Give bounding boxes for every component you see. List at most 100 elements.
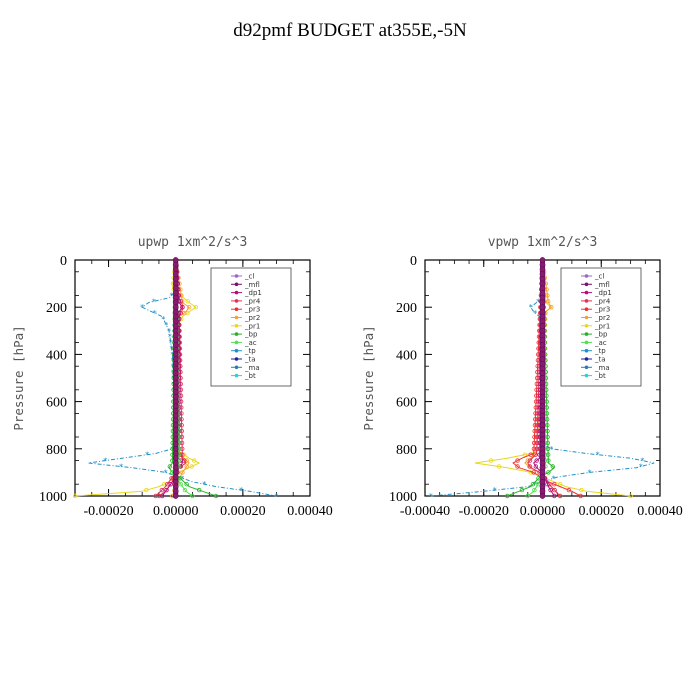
- data-point: [545, 423, 550, 428]
- data-point: [189, 464, 194, 469]
- legend-marker: [584, 332, 589, 336]
- legend-marker: [234, 373, 239, 378]
- data-point: [72, 493, 78, 499]
- x-tick-label: 0.00040: [637, 504, 683, 519]
- x-tick-label: 0.00020: [579, 504, 625, 519]
- data-point: *: [493, 486, 497, 495]
- x-tick-label: -0.00040: [400, 504, 450, 519]
- y-tick-label: 800: [396, 443, 417, 458]
- legend-label: _ma: [594, 364, 610, 372]
- data-point: [172, 464, 179, 471]
- legend-label: _ma: [244, 364, 260, 372]
- data-point: [172, 417, 179, 424]
- data-point: [534, 434, 540, 440]
- data-point: [539, 488, 546, 495]
- legend-label: _pr2: [244, 314, 260, 322]
- data-point: [535, 417, 540, 422]
- data-point: [172, 337, 179, 344]
- legend-box: [210, 267, 292, 387]
- data-point: [505, 493, 510, 499]
- data-point: [172, 427, 179, 433]
- data-point: [213, 493, 219, 499]
- data-point: [186, 305, 192, 310]
- data-point: *: [202, 480, 206, 489]
- data-point: [539, 294, 546, 301]
- data-point: *: [549, 445, 553, 454]
- data-point: *: [164, 321, 168, 330]
- series-line: [88, 260, 277, 497]
- legend: _cl_mfl_dp1_pr4_pr3_pr2_pr1_bp_ac_tp_ta_…: [560, 267, 642, 387]
- data-point: [539, 403, 546, 410]
- data-point: [578, 493, 583, 499]
- data-point: [496, 464, 502, 469]
- data-point: [533, 464, 539, 469]
- data-point: [172, 455, 179, 462]
- data-point: [557, 482, 563, 487]
- legend-label: _pr3: [594, 306, 610, 314]
- data-point: [172, 408, 179, 414]
- legend-label: _dp1: [594, 289, 612, 297]
- data-point: *: [161, 315, 165, 324]
- legend-marker: [234, 307, 239, 312]
- data-point: [539, 427, 546, 433]
- legend-label: _ta: [244, 356, 256, 364]
- legend-marker: [234, 340, 239, 345]
- data-point: [546, 299, 551, 304]
- series-line: [512, 259, 581, 497]
- y-tick-label: 0: [410, 254, 417, 269]
- data-point: [539, 464, 546, 471]
- data-point: [172, 356, 179, 362]
- data-point: *: [170, 345, 174, 354]
- data-point: [539, 379, 546, 386]
- data-point: [172, 450, 179, 457]
- data-point: [172, 412, 179, 419]
- data-point: [182, 487, 188, 493]
- data-point: [539, 318, 546, 325]
- data-point: [172, 290, 179, 296]
- data-point: [172, 294, 179, 301]
- data-point: [548, 487, 553, 493]
- legend-label: _pr2: [594, 314, 610, 322]
- x-tick-label: -0.00020: [83, 504, 133, 519]
- data-point: [552, 493, 557, 499]
- data-point: [539, 483, 546, 490]
- data-point: [159, 487, 165, 493]
- panel-title: vpwp 1xm^2/s^3: [488, 235, 598, 250]
- data-point: *: [140, 303, 144, 312]
- data-point: [172, 441, 179, 447]
- legend-label: _cl: [594, 273, 604, 281]
- data-point: [178, 482, 183, 487]
- data-point: [545, 428, 550, 434]
- legend-marker: [584, 315, 589, 320]
- data-point: *: [552, 474, 556, 483]
- data-point: [172, 394, 179, 400]
- data-point: *: [170, 291, 174, 300]
- data-point: [579, 487, 584, 493]
- x-tick-label: 0.00000: [153, 504, 199, 519]
- data-point: [172, 474, 179, 480]
- legend-label: _pr3: [244, 306, 260, 314]
- legend-marker: [584, 290, 589, 295]
- data-point: [197, 487, 202, 493]
- data-point: *: [153, 309, 157, 318]
- data-point: [539, 394, 546, 400]
- legend-box: [560, 267, 642, 387]
- data-point: [539, 276, 546, 282]
- y-tick-label: 200: [396, 301, 417, 316]
- legend-label: _mfl: [594, 281, 610, 289]
- data-point: [172, 370, 179, 377]
- data-point: [539, 351, 546, 358]
- data-point: [539, 261, 546, 268]
- data-point: [539, 271, 546, 278]
- y-tick-label: 600: [46, 396, 67, 411]
- data-point: [539, 455, 546, 462]
- data-point: [539, 412, 546, 419]
- data-point: [545, 446, 551, 451]
- x-tick-label: 0.00020: [220, 504, 266, 519]
- data-point: [160, 493, 165, 499]
- legend-marker: [234, 315, 239, 320]
- data-point: *: [588, 468, 592, 477]
- chart-panel-1: upwp 1xm^2/s^3 Pressure [hPa] 0 200 400 600 80…: [11, 235, 333, 519]
- data-point: [539, 431, 546, 438]
